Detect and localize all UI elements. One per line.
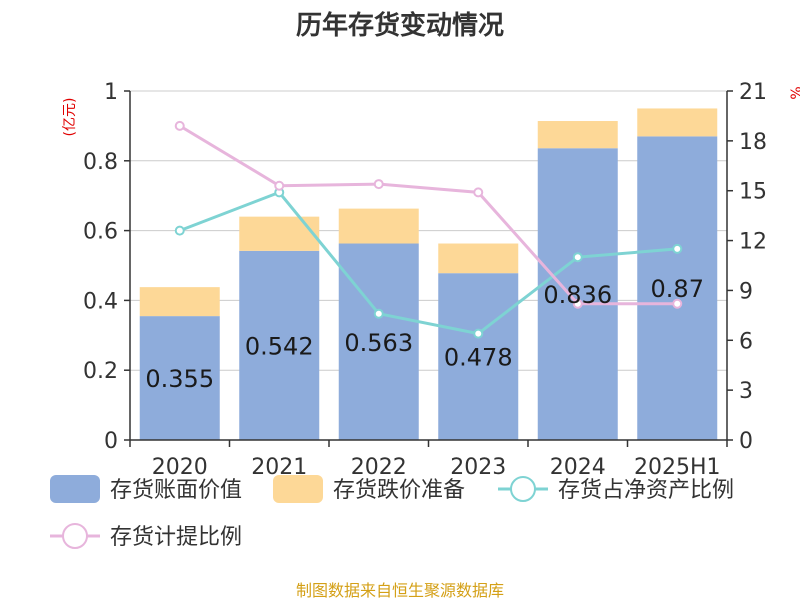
y-right-unit-label: % <box>789 86 800 99</box>
grid <box>130 90 727 371</box>
y-right-tick-label: 9 <box>739 279 753 304</box>
data-label: 0.563 <box>344 329 413 357</box>
bar-book-value <box>239 250 320 440</box>
y-left-tick-label: 0.8 <box>83 150 118 175</box>
legend-impairment-reserve-swatch <box>273 475 323 503</box>
line-point <box>672 298 683 309</box>
data-labels: 0.355 0.542 0.563 0.478 0.836 0.87 <box>145 275 704 393</box>
y-left-unit-label: (亿元) <box>62 98 78 137</box>
legend-book-value-label: 存货账面价值 <box>110 478 242 503</box>
x-tick-label: 2020 <box>152 455 208 480</box>
line-point <box>572 298 583 309</box>
line-inventory-to-net-assets <box>179 190 678 336</box>
y-left-tick-label: 0.2 <box>83 359 118 384</box>
line-provision-ratio <box>178 124 678 306</box>
y-right-tick-label: 18 <box>739 130 767 155</box>
bar-book-value <box>537 148 618 440</box>
bar-impairment-reserve <box>637 108 718 137</box>
y-right-tick-label: 3 <box>739 379 753 404</box>
y-left-tick-label: 0.4 <box>83 289 118 314</box>
data-label: 0.542 <box>245 332 314 360</box>
line-point <box>373 308 384 319</box>
line-point <box>473 328 484 339</box>
line-point <box>672 243 683 254</box>
y-right-tick-label: 6 <box>739 329 753 354</box>
y-right-tick-label: 21 <box>739 80 767 105</box>
bar-impairment-reserve <box>239 216 320 251</box>
bar-book-value <box>637 136 718 440</box>
line-point <box>473 187 484 198</box>
data-label: 0.87 <box>651 275 704 303</box>
x-tick-label: 2023 <box>450 455 506 480</box>
x-tick-label: 2022 <box>351 455 407 480</box>
legend-inventory-to-net-assets-label: 存货占净资产比例 <box>558 478 734 503</box>
line-point <box>174 225 185 236</box>
y-left-tick-label: 0.6 <box>83 220 118 245</box>
bar-book-value <box>139 316 220 440</box>
line-point <box>572 252 583 263</box>
y-left-tick-label: 1 <box>104 80 118 105</box>
bar-book-value <box>338 243 419 440</box>
data-label: 0.478 <box>444 344 513 372</box>
bar-impairment-reserve <box>438 243 519 274</box>
legend-impairment-reserve-label: 存货跌价准备 <box>333 478 465 503</box>
line-point <box>174 120 185 131</box>
y-right-tick-label: 0 <box>739 429 753 454</box>
legend-inventory-to-net-assets-swatch-marker <box>510 476 536 502</box>
legend-book-value-swatch <box>50 475 100 503</box>
x-tick-label: 2025H1 <box>634 455 721 480</box>
chart-title: 历年存货变动情况 <box>296 10 504 41</box>
source-note: 制图数据来自恒生聚源数据库 <box>296 581 504 600</box>
legend-provision-ratio-swatch-marker <box>62 523 88 549</box>
bars <box>139 108 718 440</box>
y-left-tick-label: 0 <box>104 429 118 454</box>
data-label: 0.836 <box>543 281 612 309</box>
bar-impairment-reserve <box>338 208 419 244</box>
bar-impairment-reserve <box>537 121 618 149</box>
x-tick-label: 2024 <box>550 455 606 480</box>
line-point <box>373 179 384 190</box>
line-point <box>274 180 285 191</box>
bar-impairment-reserve <box>139 287 220 317</box>
y-right-tick-label: 15 <box>739 180 767 205</box>
data-label: 0.355 <box>145 365 214 393</box>
bar-book-value <box>438 273 519 440</box>
lines <box>174 120 683 339</box>
y-right-tick-label: 12 <box>739 230 767 255</box>
legend-provision-ratio-label: 存货计提比例 <box>110 525 242 550</box>
